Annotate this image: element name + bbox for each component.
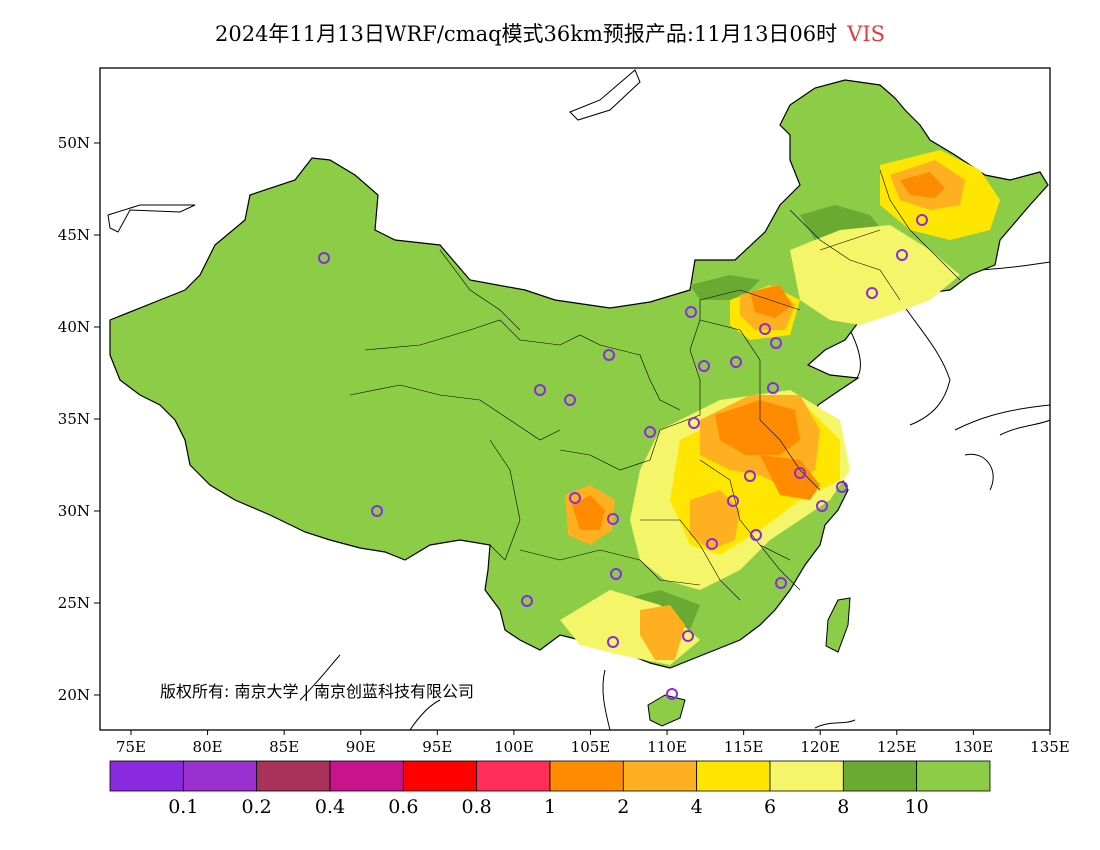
lon-tick-label: 105E bbox=[571, 738, 611, 756]
colorbar-label: 4 bbox=[691, 796, 703, 818]
station-marker bbox=[698, 360, 710, 372]
map-title: 2024年11月13日WRF/cmaq模式36km预报产品:11月13日06时 V… bbox=[0, 18, 1100, 48]
coastline-indochina bbox=[299, 654, 441, 731]
lon-tick-label: 130E bbox=[954, 738, 994, 756]
colorbar-segment bbox=[769, 760, 844, 792]
coastline-vietnam bbox=[602, 669, 611, 731]
colorbar-label: 6 bbox=[764, 796, 776, 818]
station-marker bbox=[770, 337, 782, 349]
colorbar-segment bbox=[696, 760, 771, 792]
longitude-axis: 75E 80E 85E 90E 95E 100E 105E 110E 115E 120E 125E 1… bbox=[116, 730, 1070, 756]
lon-tick-label: 110E bbox=[647, 738, 687, 756]
colorbar-segment bbox=[256, 760, 331, 792]
coastline-philippines bbox=[814, 719, 856, 729]
lat-tick-label: 50N bbox=[58, 134, 90, 152]
station-marker bbox=[685, 306, 697, 318]
station-marker bbox=[610, 568, 622, 580]
station-marker bbox=[730, 356, 742, 368]
colorbar-label: 0.4 bbox=[315, 796, 345, 818]
copyright-text: 版权所有: 南京大学 | 南京创蓝科技有限公司 bbox=[160, 682, 474, 701]
lat-tick-label: 45N bbox=[58, 226, 90, 244]
station-marker bbox=[603, 349, 615, 361]
coastline-japan bbox=[954, 404, 1051, 491]
title-text: 2024年11月13日WRF/cmaq模式36km预报产品:11月13日06时 bbox=[214, 22, 838, 46]
station-marker bbox=[666, 688, 678, 700]
coastline-caspian bbox=[107, 204, 196, 233]
station-marker bbox=[318, 252, 330, 264]
lon-tick-label: 90E bbox=[346, 738, 376, 756]
lat-tick-label: 25N bbox=[58, 594, 90, 612]
station-marker bbox=[688, 417, 700, 429]
lat-tick-label: 40N bbox=[58, 318, 90, 336]
station-marker bbox=[521, 595, 533, 607]
latitude-axis: 50N 45N 40N 35N 30N 25N 20N bbox=[58, 134, 100, 704]
hainan-island bbox=[647, 694, 686, 727]
station-marker bbox=[534, 384, 546, 396]
colorbar: 0.1 0.2 0.4 0.6 0.8 1 2 4 6 8 10 bbox=[109, 760, 991, 818]
station-marker bbox=[564, 394, 576, 406]
station-marker bbox=[759, 323, 771, 335]
colorbar-label: 0.2 bbox=[242, 796, 272, 818]
lon-tick-label: 135E bbox=[1030, 738, 1070, 756]
lon-tick-label: 115E bbox=[724, 738, 764, 756]
station-marker bbox=[767, 382, 779, 394]
colorbar-segment bbox=[842, 760, 918, 792]
station-marker bbox=[607, 636, 619, 648]
lon-tick-label: 75E bbox=[116, 738, 146, 756]
station-marker bbox=[607, 513, 619, 525]
colorbar-label: 1 bbox=[544, 796, 556, 818]
colorbar-label: 8 bbox=[837, 796, 849, 818]
station-marker bbox=[371, 505, 383, 517]
station-marker bbox=[896, 249, 908, 261]
title-variable: VIS bbox=[847, 22, 886, 46]
lon-tick-label: 100E bbox=[494, 738, 534, 756]
colorbar-label: 0.6 bbox=[388, 796, 418, 818]
coastline-russia-east bbox=[979, 261, 1051, 271]
coastline-korea bbox=[899, 299, 951, 426]
lon-tick-label: 85E bbox=[269, 738, 299, 756]
lon-tick-label: 95E bbox=[422, 738, 452, 756]
colorbar-segment bbox=[916, 760, 991, 792]
colorbar-segment bbox=[549, 760, 624, 792]
colorbar-label: 10 bbox=[905, 796, 929, 818]
station-marker bbox=[836, 481, 848, 493]
station-marker bbox=[744, 470, 756, 482]
station-marker bbox=[644, 426, 656, 438]
colorbar-label: 0.1 bbox=[168, 796, 198, 818]
coastline-sakhalin bbox=[569, 69, 641, 121]
station-marker bbox=[794, 467, 806, 479]
colorbar-segment bbox=[109, 760, 184, 792]
visibility-layers bbox=[560, 150, 1000, 665]
station-marker bbox=[750, 529, 762, 541]
colorbar-segment bbox=[402, 760, 478, 792]
lat-tick-label: 30N bbox=[58, 502, 90, 520]
station-markers bbox=[318, 214, 928, 700]
colorbar-segment bbox=[476, 760, 551, 792]
lon-tick-label: 125E bbox=[877, 738, 917, 756]
lat-tick-label: 35N bbox=[58, 410, 90, 428]
station-marker bbox=[866, 287, 878, 299]
colorbar-label: 0.8 bbox=[462, 796, 492, 818]
colorbar-label: 2 bbox=[617, 796, 629, 818]
colorbar-segment bbox=[329, 760, 404, 792]
lon-tick-label: 120E bbox=[800, 738, 840, 756]
station-marker bbox=[816, 500, 828, 512]
station-marker bbox=[569, 492, 581, 504]
station-marker bbox=[775, 577, 787, 589]
colorbar-segment bbox=[182, 760, 258, 792]
station-marker bbox=[682, 630, 694, 642]
colorbar-segment bbox=[622, 760, 698, 792]
station-marker bbox=[706, 538, 718, 550]
map-frame bbox=[99, 67, 1051, 731]
station-marker bbox=[916, 214, 928, 226]
station-marker bbox=[727, 495, 739, 507]
taiwan-island bbox=[825, 597, 851, 653]
lat-tick-label: 20N bbox=[58, 686, 90, 704]
lon-tick-label: 80E bbox=[193, 738, 223, 756]
province-boundaries bbox=[349, 169, 961, 601]
